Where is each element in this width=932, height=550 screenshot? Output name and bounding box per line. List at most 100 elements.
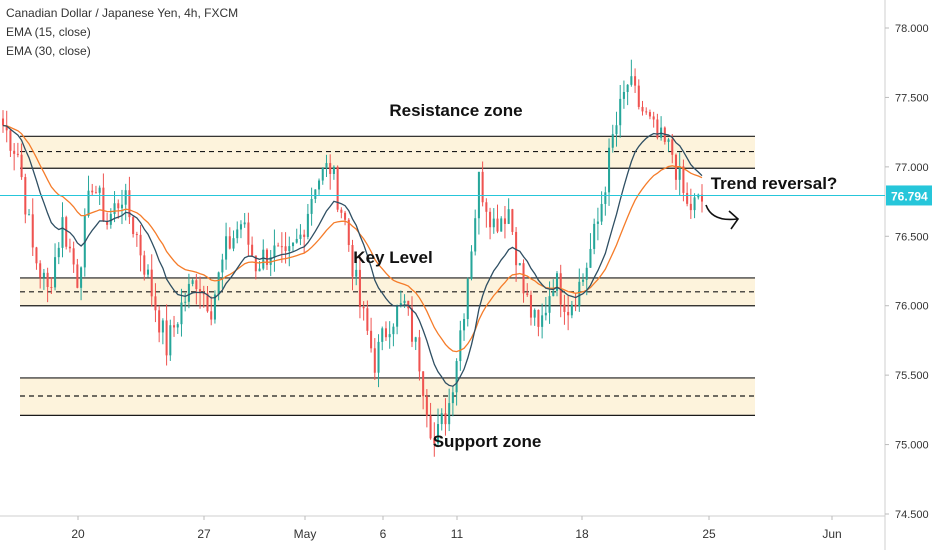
candle-body — [615, 125, 618, 135]
candle-body — [537, 309, 540, 327]
zone-fill-2 — [20, 377, 755, 416]
candle-body — [221, 259, 224, 273]
candle-body — [325, 163, 328, 169]
candle-body — [470, 251, 473, 279]
candle-body — [128, 190, 131, 218]
candle-body — [392, 326, 395, 335]
candle-body — [280, 246, 283, 248]
candle-body — [187, 283, 190, 302]
candle-body — [541, 315, 544, 327]
candle-body — [1, 118, 5, 126]
candle-body — [173, 325, 176, 328]
candle-body — [46, 272, 49, 288]
candle-body — [310, 198, 313, 214]
candle-body — [436, 424, 440, 444]
annotation-label: Trend reversal? — [711, 174, 838, 193]
candle-body — [619, 98, 622, 126]
candle-body — [165, 320, 168, 356]
candle-body — [466, 278, 469, 320]
legend-symbol[interactable]: Canadian Dollar / Japanese Yen, 4h, FXCM — [6, 6, 239, 20]
candle-body — [381, 328, 384, 342]
candle-body — [492, 218, 495, 228]
candle-body — [671, 139, 674, 155]
candle-body — [459, 330, 462, 362]
y-tick-label: 75.500 — [895, 370, 929, 382]
x-tick-label: 27 — [197, 527, 211, 541]
candle-body — [596, 221, 599, 224]
candle-body — [206, 293, 209, 312]
candle-body — [61, 217, 64, 248]
candle-body — [433, 438, 436, 444]
candle-body — [169, 325, 172, 356]
candle-body — [202, 293, 205, 295]
y-tick-label: 77.000 — [895, 162, 929, 174]
candle-body — [358, 269, 361, 308]
legend-ema30[interactable]: EMA (30, close) — [6, 44, 91, 58]
candle-body — [634, 76, 637, 86]
ema15-line — [2, 124, 703, 387]
last-price-label: 76.794 — [891, 189, 928, 203]
candle-body — [648, 112, 651, 117]
candle-body — [269, 257, 272, 265]
candle-body — [50, 287, 53, 289]
candle-body — [94, 192, 97, 194]
candle-body — [682, 166, 685, 193]
candle-body — [485, 202, 488, 212]
candle-body — [213, 294, 216, 320]
candle-body — [76, 264, 79, 288]
x-tick-label: 6 — [380, 527, 387, 541]
candle-body — [65, 217, 68, 247]
candle-body — [410, 308, 414, 342]
candle-body — [678, 166, 681, 180]
candle-body — [9, 130, 12, 151]
candle-body — [637, 85, 640, 107]
candle-body — [347, 219, 350, 246]
candle-body — [697, 194, 700, 198]
candle-body — [515, 231, 518, 266]
candle-body — [362, 307, 365, 309]
candle-body — [150, 269, 153, 297]
candle-body — [425, 396, 428, 416]
candle-body — [604, 192, 607, 204]
y-tick-label: 74.500 — [895, 509, 929, 521]
candle-body — [254, 255, 257, 272]
candle-body — [161, 320, 164, 333]
candle-body — [593, 223, 596, 249]
y-tick-label: 76.500 — [895, 231, 929, 243]
candle-body — [68, 246, 71, 249]
candle-body — [109, 213, 112, 225]
candle-body — [693, 197, 696, 211]
candle-body — [544, 312, 547, 316]
candle-body — [567, 311, 570, 316]
candle-body — [225, 236, 228, 260]
candle-body — [332, 166, 335, 174]
candle-body — [448, 403, 451, 425]
candle-body — [652, 116, 655, 120]
candle-body — [611, 134, 614, 148]
legend-ema15[interactable]: EMA (15, close) — [6, 25, 91, 39]
candle-body — [262, 249, 265, 269]
zone-fill-0 — [20, 136, 755, 169]
candle-body — [630, 76, 633, 85]
candle-body — [570, 304, 573, 316]
candle-body — [578, 281, 581, 307]
candle-body — [377, 341, 380, 373]
candle-body — [388, 334, 391, 338]
candle-body — [429, 415, 432, 439]
candle-body — [656, 119, 659, 138]
candle-body — [526, 293, 529, 295]
candle-body — [351, 245, 354, 277]
candle-body — [399, 303, 402, 307]
candle-body — [533, 309, 536, 318]
candle-body — [132, 217, 135, 235]
candle-body — [496, 218, 499, 232]
candle-body — [299, 234, 302, 239]
candle-body — [463, 319, 466, 331]
candle-body — [28, 214, 31, 216]
candle-body — [265, 249, 269, 265]
candle-body — [500, 218, 503, 232]
candle-body — [158, 310, 161, 333]
chart-legend: Canadian Dollar / Japanese Yen, 4h, FXCM… — [6, 4, 238, 61]
candle-body — [321, 168, 324, 181]
